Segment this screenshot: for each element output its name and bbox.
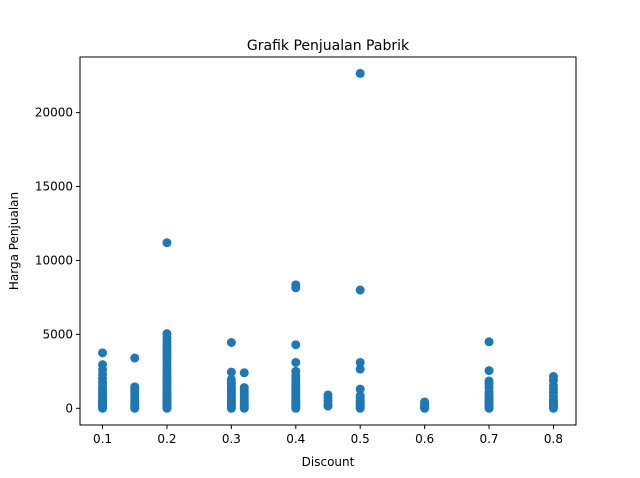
y-tick-label: 20000 bbox=[35, 106, 73, 120]
data-point bbox=[226, 367, 236, 377]
data-point bbox=[484, 337, 494, 347]
data-point bbox=[291, 366, 301, 376]
x-tick-label: 0.1 bbox=[93, 432, 112, 446]
x-tick-label: 0.3 bbox=[222, 432, 241, 446]
x-axis-label: Discount bbox=[302, 455, 355, 469]
y-tick-label: 10000 bbox=[35, 253, 73, 267]
y-axis-label: Harga Penjualan bbox=[7, 192, 21, 290]
data-point bbox=[355, 391, 365, 401]
data-point bbox=[291, 340, 301, 350]
data-point bbox=[291, 357, 301, 367]
x-tick-label: 0.7 bbox=[479, 432, 498, 446]
y-tick-label: 0 bbox=[65, 401, 73, 415]
data-point bbox=[355, 357, 365, 367]
data-point bbox=[484, 376, 494, 386]
chart-title: Grafik Penjualan Pabrik bbox=[247, 38, 410, 54]
data-point bbox=[162, 238, 172, 248]
x-tick-label: 0.4 bbox=[286, 432, 305, 446]
data-point bbox=[484, 366, 494, 376]
data-point bbox=[420, 397, 430, 407]
data-point bbox=[355, 68, 365, 78]
data-point bbox=[291, 280, 301, 290]
data-point bbox=[355, 285, 365, 295]
data-point bbox=[130, 353, 140, 363]
x-tick-label: 0.5 bbox=[351, 432, 370, 446]
data-point bbox=[239, 368, 249, 378]
x-tick-label: 0.2 bbox=[157, 432, 176, 446]
y-tick-label: 5000 bbox=[42, 327, 73, 341]
data-point bbox=[548, 372, 558, 382]
data-point bbox=[226, 338, 236, 347]
data-point bbox=[355, 384, 365, 394]
y-axis-ticks: 0 5000 10000 15000 20000 bbox=[35, 106, 80, 415]
data-point bbox=[226, 374, 236, 384]
data-point bbox=[98, 348, 108, 358]
x-tick-label: 0.6 bbox=[415, 432, 434, 446]
data-point bbox=[239, 383, 249, 393]
data-point bbox=[355, 364, 365, 374]
data-point bbox=[130, 382, 140, 392]
data-point bbox=[323, 390, 333, 400]
data-points bbox=[98, 68, 558, 413]
plot-frame bbox=[79, 56, 577, 426]
y-tick-label: 15000 bbox=[35, 180, 73, 194]
data-point bbox=[98, 360, 108, 370]
data-point bbox=[162, 329, 172, 339]
x-tick-label: 0.8 bbox=[544, 432, 563, 446]
x-axis-ticks: 0.1 0.2 0.3 0.4 0.5 0.6 0.7 0.8 bbox=[93, 425, 563, 446]
